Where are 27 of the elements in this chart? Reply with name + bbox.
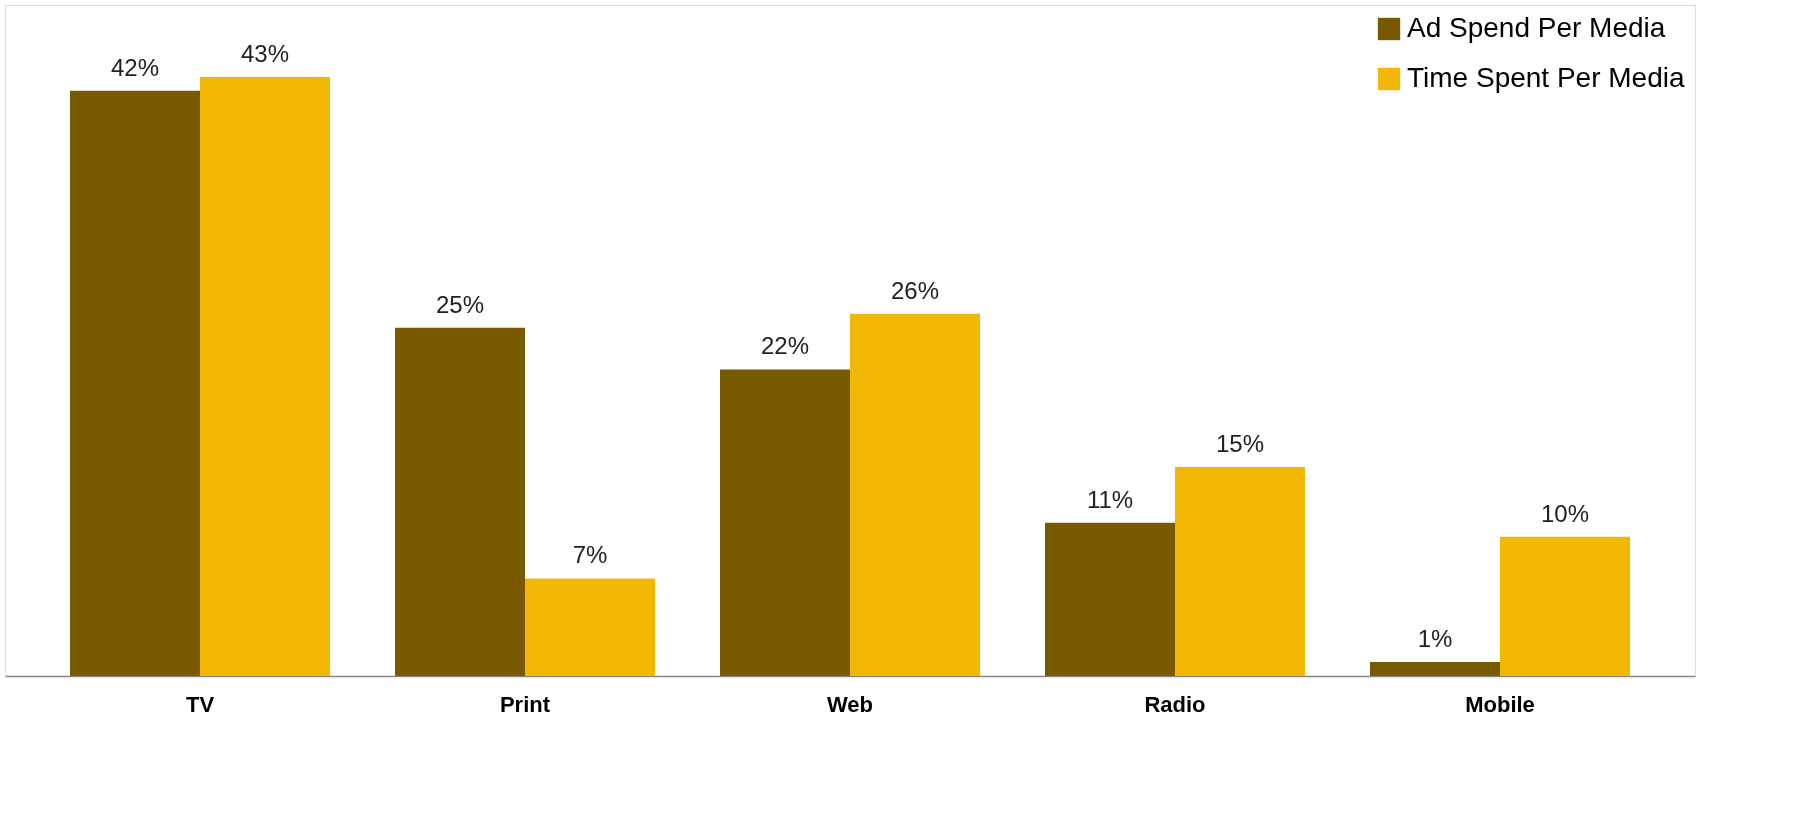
- bar: [70, 90, 200, 676]
- x-tick-label: Mobile: [1465, 691, 1535, 717]
- bar: [1500, 536, 1630, 676]
- data-label: 11%: [1086, 485, 1134, 513]
- legend-label: Time Spent Per Media: [1407, 62, 1685, 93]
- bar: [1370, 662, 1500, 676]
- data-label: 22%: [760, 332, 810, 360]
- bar: [720, 369, 850, 676]
- data-label: 1%: [1417, 625, 1453, 653]
- data-label: 7%: [572, 541, 608, 569]
- data-label: 10%: [1540, 499, 1590, 527]
- bar: [395, 327, 525, 676]
- data-label: 26%: [890, 276, 940, 304]
- bar: [525, 578, 655, 676]
- x-tick-label: TV: [185, 691, 215, 717]
- x-tick-label: Web: [826, 691, 874, 717]
- x-tick-label: Radio: [1144, 691, 1206, 717]
- data-label: 15%: [1215, 430, 1265, 458]
- bar: [850, 313, 980, 676]
- bar: [1045, 522, 1175, 676]
- x-tick-label: Print: [499, 691, 551, 717]
- bar: [1175, 467, 1305, 676]
- legend-label: Ad Spend Per Media: [1407, 12, 1666, 43]
- data-label: 42%: [110, 53, 160, 81]
- data-label: 43%: [240, 39, 290, 67]
- bar: [200, 76, 330, 676]
- data-label: 25%: [435, 290, 485, 318]
